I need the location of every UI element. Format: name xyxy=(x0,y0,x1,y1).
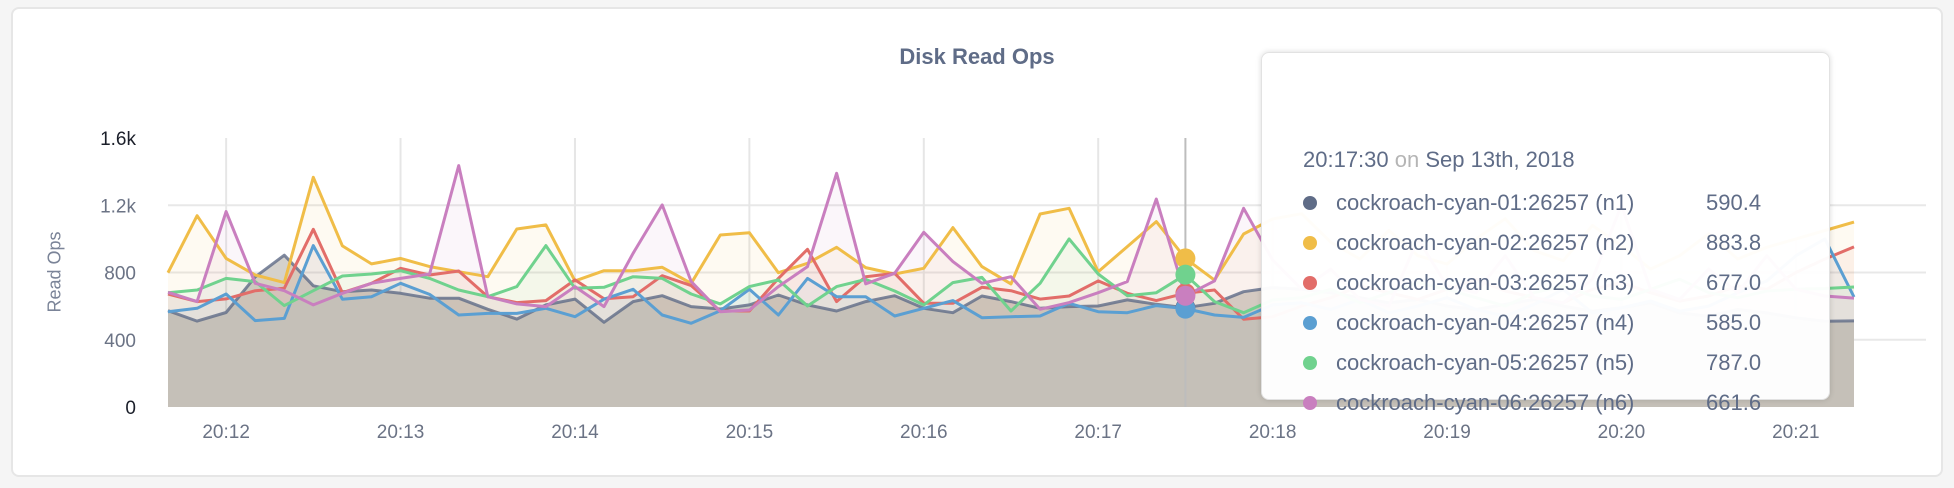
tooltip-series-name: cockroach-cyan-01:26257 (n1) xyxy=(1336,190,1635,215)
hover-point-n2 xyxy=(1175,248,1196,269)
hover-point-n5 xyxy=(1175,264,1196,285)
y-tick-label: 400 xyxy=(104,331,136,352)
series-dot-icon xyxy=(1303,196,1317,210)
x-tick-label: 20:21 xyxy=(1772,422,1820,443)
tooltip-timestamp: 20:17:30 on Sep 13th, 2018 xyxy=(1303,146,1575,174)
tooltip-series-value: 590.4 xyxy=(1706,190,1762,215)
hover-tooltip: 20:17:30 on Sep 13th, 2018 cockroach-cya… xyxy=(1261,52,1830,415)
tooltip-row: cockroach-cyan-05:26257 (n5) 787.0 xyxy=(1303,348,1823,378)
x-tick-label: 20:17 xyxy=(1074,422,1122,443)
tooltip-series-name: cockroach-cyan-04:26257 (n4) xyxy=(1336,310,1635,335)
x-tick-label: 20:12 xyxy=(202,422,250,443)
y-tick-label: 1.2k xyxy=(100,196,136,217)
x-tick-label: 20:16 xyxy=(900,422,948,443)
x-tick-label: 20:14 xyxy=(551,422,599,443)
tooltip-row: cockroach-cyan-03:26257 (n3) 677.0 xyxy=(1303,268,1823,298)
tooltip-row: cockroach-cyan-04:26257 (n4) 585.0 xyxy=(1303,308,1823,338)
series-dot-icon xyxy=(1303,396,1317,410)
tooltip-series-name: cockroach-cyan-03:26257 (n3) xyxy=(1336,270,1635,295)
x-tick-label: 20:18 xyxy=(1249,422,1297,443)
tooltip-on: on xyxy=(1394,147,1420,172)
series-dot-icon xyxy=(1303,236,1317,250)
tooltip-series-name: cockroach-cyan-05:26257 (n5) xyxy=(1336,350,1635,375)
tooltip-series-name: cockroach-cyan-06:26257 (n6) xyxy=(1336,390,1635,415)
tooltip-series-value: 661.6 xyxy=(1706,390,1762,415)
tooltip-series-value: 585.0 xyxy=(1706,310,1762,335)
tooltip-series-value: 677.0 xyxy=(1706,270,1762,295)
tooltip-series-value: 883.8 xyxy=(1706,230,1762,255)
series-dot-icon xyxy=(1303,356,1317,370)
tooltip-series-name: cockroach-cyan-02:26257 (n2) xyxy=(1336,230,1635,255)
tooltip-row: cockroach-cyan-02:26257 (n2) 883.8 xyxy=(1303,228,1823,258)
tooltip-date: Sep 13th, 2018 xyxy=(1425,147,1575,172)
series-dot-icon xyxy=(1303,276,1317,290)
tooltip-row: cockroach-cyan-01:26257 (n1) 590.4 xyxy=(1303,188,1823,218)
series-dot-icon xyxy=(1303,316,1317,330)
y-tick-label: 800 xyxy=(104,264,136,285)
x-tick-label: 20:13 xyxy=(377,422,425,443)
tooltip-row: cockroach-cyan-06:26257 (n6) 661.6 xyxy=(1303,388,1823,418)
tooltip-series-value: 787.0 xyxy=(1706,350,1762,375)
x-tick-label: 20:19 xyxy=(1423,422,1471,443)
hover-point-n6 xyxy=(1175,285,1196,306)
x-tick-label: 20:20 xyxy=(1598,422,1646,443)
x-tick-label: 20:15 xyxy=(726,422,774,443)
y-tick-label: 0 xyxy=(125,398,136,419)
chart-title: Disk Read Ops xyxy=(899,44,1055,69)
y-tick-label: 1.6k xyxy=(100,129,136,150)
tooltip-time: 20:17:30 xyxy=(1303,147,1389,172)
